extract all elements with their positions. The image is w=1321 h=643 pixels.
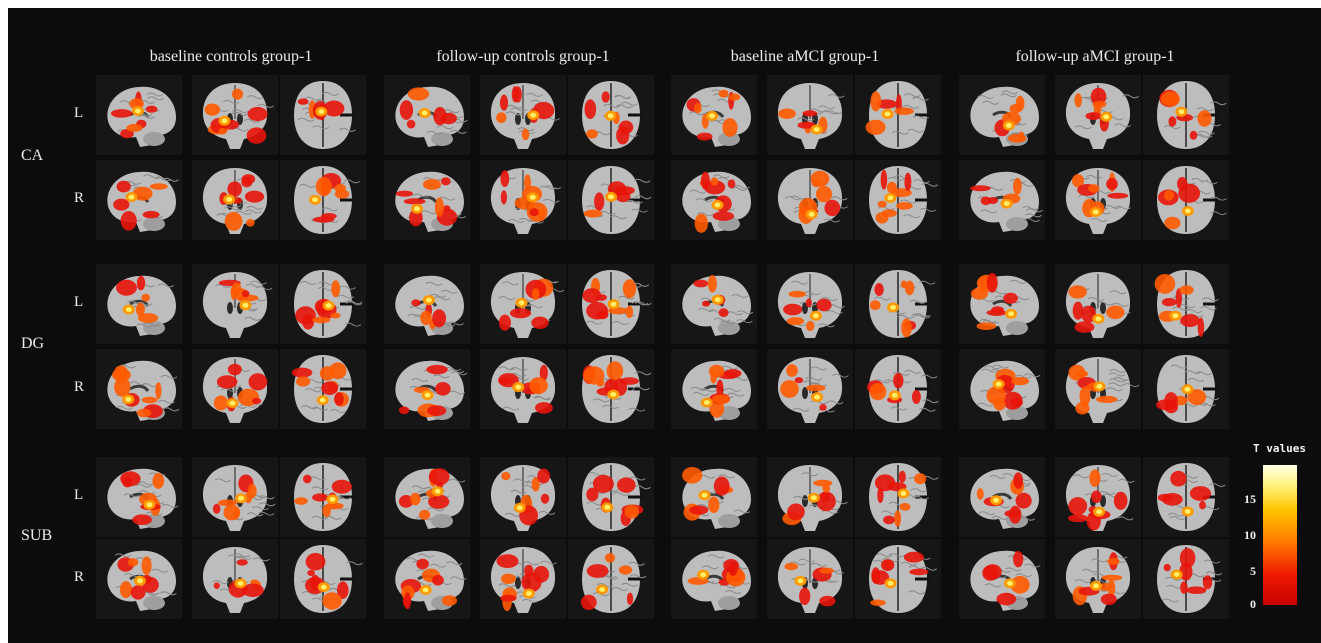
brain-sagittal-slice-ca-r-col1 [96, 160, 182, 240]
brain-sagittal-slice-sub-r-col3 [671, 539, 757, 619]
brain-coronal-slice-dg-l-col1 [192, 264, 278, 344]
brain-axial-slice-sub-r-col4 [1143, 539, 1229, 619]
colorbar-tick-15: 15 [1244, 492, 1256, 506]
brain-axial-slice-sub-l-col1 [280, 457, 366, 537]
brain-axial-slice-dg-r-col4 [1143, 349, 1229, 429]
brain-coronal-slice-dg-r-col4 [1055, 349, 1141, 429]
brain-sagittal-slice-sub-r-col2 [384, 539, 470, 619]
brain-sagittal-slice-ca-r-col3 [671, 160, 757, 240]
brain-axial-slice-dg-r-col3 [855, 349, 941, 429]
brain-sagittal-slice-ca-r-col4 [959, 160, 1045, 240]
brain-sagittal-slice-dg-l-col1 [96, 264, 182, 344]
brain-coronal-slice-ca-l-col1 [192, 75, 278, 155]
brain-coronal-slice-sub-l-col4 [1055, 457, 1141, 537]
brain-axial-slice-ca-r-col4 [1143, 160, 1229, 240]
brain-sagittal-slice-ca-l-col4 [959, 75, 1045, 155]
brain-coronal-slice-dg-r-col3 [767, 349, 853, 429]
brain-axial-slice-sub-l-col4 [1143, 457, 1229, 537]
column-title-1: baseline controls group-1 [149, 48, 313, 65]
brain-sagittal-slice-ca-r-col2 [384, 160, 470, 240]
brain-axial-slice-ca-l-col3 [855, 75, 941, 155]
brain-axial-slice-sub-l-col3 [855, 457, 941, 537]
colorbar-gradient [1263, 465, 1297, 605]
brain-axial-slice-ca-r-col3 [855, 160, 941, 240]
brain-axial-slice-sub-l-col2 [568, 457, 654, 537]
brain-sagittal-slice-dg-r-col2 [384, 349, 470, 429]
brain-axial-slice-ca-r-col1 [280, 160, 366, 240]
hemisphere-label-l: L [74, 294, 84, 310]
brain-sagittal-slice-sub-l-col4 [959, 457, 1045, 537]
region-label-ca: CA [21, 147, 44, 164]
brain-axial-slice-dg-l-col3 [855, 264, 941, 344]
hemisphere-label-r: R [74, 379, 85, 395]
brain-coronal-slice-ca-r-col2 [480, 160, 566, 240]
brain-sagittal-slice-ca-l-col3 [671, 75, 757, 155]
brain-coronal-slice-dg-r-col1 [192, 349, 278, 429]
brain-axial-slice-ca-l-col2 [568, 75, 654, 155]
brain-sagittal-slice-sub-l-col3 [671, 457, 757, 537]
hemisphere-label-r: R [74, 569, 85, 585]
brain-coronal-slice-dg-l-col4 [1055, 264, 1141, 344]
column-title-2: follow-up controls group-1 [436, 48, 610, 65]
brain-sagittal-slice-sub-l-col1 [96, 457, 182, 537]
colorbar-tick-0: 0 [1250, 597, 1256, 611]
brain-coronal-slice-sub-r-col1 [192, 539, 278, 619]
brain-coronal-slice-ca-l-col4 [1055, 75, 1141, 155]
brain-coronal-slice-sub-r-col3 [767, 539, 853, 619]
brain-sagittal-slice-dg-l-col2 [384, 264, 470, 344]
column-title-3: baseline aMCI group-1 [730, 48, 880, 65]
brain-coronal-slice-ca-r-col3 [767, 160, 853, 240]
brain-axial-slice-ca-l-col1 [280, 75, 366, 155]
brain-axial-slice-sub-r-col1 [280, 539, 366, 619]
brain-sagittal-slice-ca-l-col1 [96, 75, 182, 155]
brain-sagittal-slice-dg-l-col4 [959, 264, 1045, 344]
brain-coronal-slice-ca-l-col2 [480, 75, 566, 155]
brain-axial-slice-dg-l-col1 [280, 264, 366, 344]
brain-sagittal-slice-dg-r-col1 [96, 349, 182, 429]
brain-axial-slice-sub-r-col3 [855, 539, 941, 619]
brain-axial-slice-dg-l-col4 [1143, 264, 1229, 344]
brain-sagittal-slice-sub-r-col1 [96, 539, 182, 619]
brain-coronal-slice-ca-r-col4 [1055, 160, 1141, 240]
brain-coronal-slice-ca-r-col1 [192, 160, 278, 240]
hemisphere-label-l: L [74, 105, 84, 121]
colorbar-tick-5: 5 [1250, 564, 1256, 578]
brain-coronal-slice-sub-l-col1 [192, 457, 278, 537]
brain-coronal-slice-dg-l-col2 [480, 264, 566, 344]
brain-sagittal-slice-dg-r-col3 [671, 349, 757, 429]
colorbar-title: T values [1253, 442, 1306, 455]
brain-coronal-slice-dg-l-col3 [767, 264, 853, 344]
brain-sagittal-slice-sub-l-col2 [384, 457, 470, 537]
brain-coronal-slice-ca-l-col3 [767, 75, 853, 155]
brain-axial-slice-sub-r-col2 [568, 539, 654, 619]
brain-sagittal-slice-dg-l-col3 [671, 264, 757, 344]
region-label-dg: DG [21, 335, 45, 352]
brain-axial-slice-dg-l-col2 [568, 264, 654, 344]
brain-sagittal-slice-ca-l-col2 [384, 75, 470, 155]
brain-axial-slice-dg-r-col1 [280, 349, 366, 429]
region-label-sub: SUB [21, 527, 53, 544]
hemisphere-label-r: R [74, 190, 85, 206]
figure-canvas: baseline controls group-1 follow-up contr… [8, 8, 1321, 643]
brain-sagittal-slice-dg-r-col4 [959, 349, 1045, 429]
brain-axial-slice-ca-r-col2 [568, 160, 654, 240]
brain-coronal-slice-sub-r-col2 [480, 539, 566, 619]
colorbar-tick-10: 10 [1244, 528, 1256, 542]
brain-coronal-slice-sub-l-col3 [767, 457, 853, 537]
brain-coronal-slice-dg-r-col2 [480, 349, 566, 429]
brain-axial-slice-dg-r-col2 [568, 349, 654, 429]
brain-axial-slice-ca-l-col4 [1143, 75, 1229, 155]
column-title-4: follow-up aMCI group-1 [1015, 48, 1175, 65]
brain-coronal-slice-sub-l-col2 [480, 457, 566, 537]
brain-coronal-slice-sub-r-col4 [1055, 539, 1141, 619]
hemisphere-label-l: L [74, 487, 84, 503]
brain-sagittal-slice-sub-r-col4 [959, 539, 1045, 619]
